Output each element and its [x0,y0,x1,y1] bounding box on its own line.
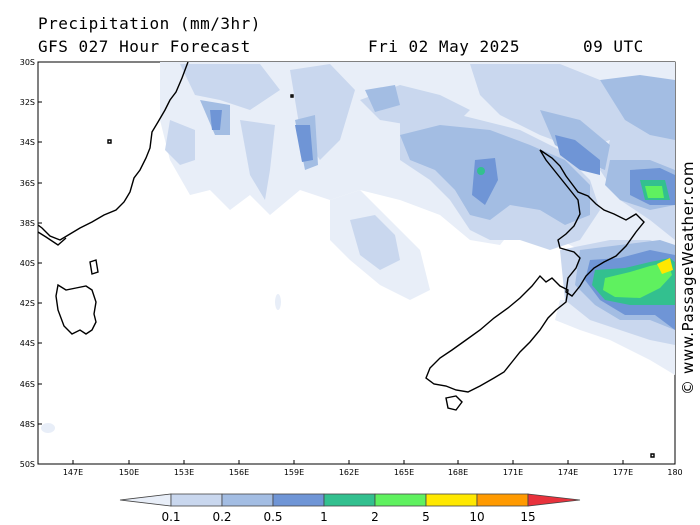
lon-label: 150E [119,468,139,477]
map-title: Precipitation (mm/3hr) [38,14,261,33]
lat-label: 48S [20,420,35,429]
colorbar-label: 10 [469,510,485,524]
lon-label: 174E [558,468,578,477]
lon-label: 171E [503,468,523,477]
lon-label: 156E [229,468,249,477]
colorbar-seg [221,493,274,507]
colorbar-label: 0.1 [161,510,181,524]
colorbar-seg [323,493,376,507]
forecast-label: GFS 027 Hour Forecast [38,37,251,56]
lat-label: 30S [20,58,35,67]
precipitation-field [41,62,675,433]
forecast-date: Fri 02 May 2025 [368,37,520,56]
colorbar-seg [476,493,529,507]
credit-watermark: © www.PassageWeather.com [679,160,697,395]
colorbar-label: 2 [371,510,379,524]
lat-label: 40S [20,259,35,268]
lat-label: 32S [20,98,35,107]
lat-label: 46S [20,380,35,389]
lon-label: 168E [448,468,468,477]
lon-label: 165E [394,468,414,477]
colorbar-seg [374,493,427,507]
lat-label: 42S [20,299,35,308]
lat-label: 38S [20,219,35,228]
lat-label: 50S [20,460,35,469]
lat-label: 34S [20,138,35,147]
lon-label: 180 [667,468,682,477]
lat-label: 44S [20,339,35,348]
colorbar-seg [272,493,325,507]
colorbar-label: 5 [422,510,430,524]
lat-label: 36S [20,179,35,188]
lon-label: 162E [339,468,359,477]
lon-label: 153E [174,468,194,477]
colorbar-seg [170,493,223,507]
colorbar-label: 15 [520,510,536,524]
colorbar-label: 1 [320,510,328,524]
coastlines [37,61,655,458]
colorbar [119,493,581,507]
lon-label: 147E [63,468,83,477]
colorbar-seg [425,493,478,507]
lon-label: 177E [613,468,633,477]
colorbar-seg [527,493,581,507]
colorbar-label: 0.5 [263,510,283,524]
forecast-time: 09 UTC [583,37,644,56]
colorbar-seg [119,493,172,507]
colorbar-label: 0.2 [212,510,232,524]
tick-marks [38,61,676,465]
lon-label: 159E [284,468,304,477]
